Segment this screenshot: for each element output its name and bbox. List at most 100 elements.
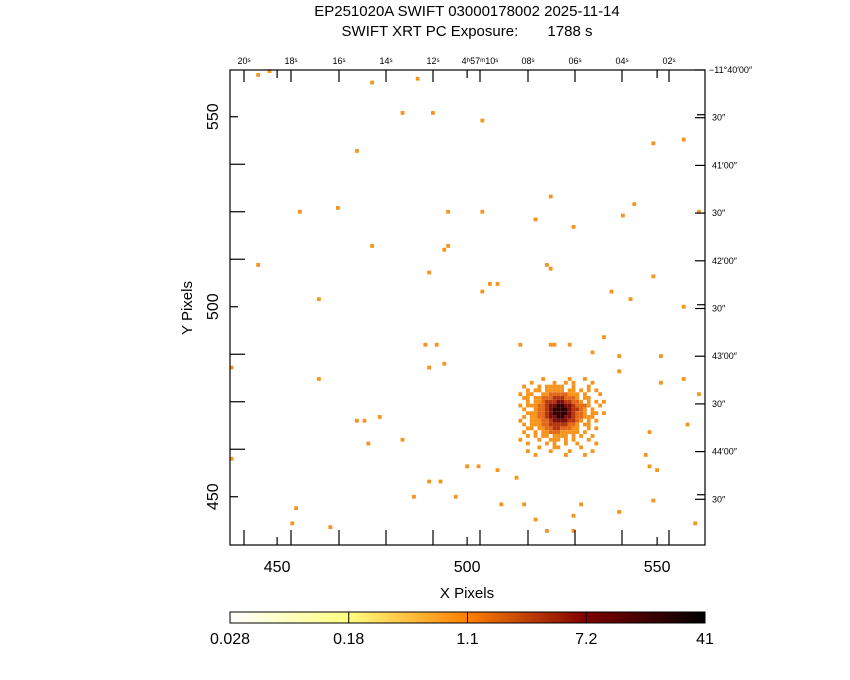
event-pixel bbox=[355, 418, 359, 423]
event-pixel bbox=[556, 407, 561, 412]
event-pixel bbox=[298, 209, 302, 214]
event-pixel bbox=[518, 437, 523, 442]
event-pixel bbox=[548, 426, 553, 431]
event-pixel bbox=[552, 411, 557, 416]
colorbar-ticks: 0.028 0.18 1.1 7.2 41 bbox=[210, 612, 714, 648]
event-pixel bbox=[571, 437, 576, 442]
event-pixel bbox=[355, 149, 359, 153]
event-pixel bbox=[529, 380, 534, 385]
event-pixel bbox=[571, 380, 576, 385]
event-pixel bbox=[594, 388, 599, 393]
event-pixel bbox=[552, 445, 557, 450]
event-pixel bbox=[586, 426, 591, 431]
event-pixel bbox=[431, 111, 435, 115]
dec-tick-label: 30″ bbox=[712, 494, 726, 504]
event-pixel bbox=[526, 426, 530, 431]
event-pixel bbox=[590, 411, 595, 416]
ra-tick-label: 14ˢ bbox=[379, 56, 392, 66]
event-pixel bbox=[533, 396, 538, 400]
event-pixel bbox=[526, 399, 530, 404]
ra-tick-label: 12ˢ bbox=[426, 56, 439, 66]
event-pixel bbox=[685, 422, 690, 427]
colorbar-tick-label: 7.2 bbox=[575, 631, 597, 648]
event-pixel bbox=[556, 426, 561, 431]
event-pixel bbox=[575, 403, 580, 408]
event-pixel bbox=[480, 289, 485, 294]
event-pixel bbox=[560, 388, 565, 393]
event-pixel bbox=[294, 506, 299, 511]
event-pixel bbox=[518, 403, 523, 408]
event-pixel bbox=[526, 449, 530, 454]
event-pixel bbox=[583, 415, 587, 419]
event-pixel bbox=[537, 418, 542, 423]
event-pixel bbox=[541, 377, 546, 381]
event-pixel bbox=[522, 407, 527, 412]
event-pixel bbox=[552, 342, 557, 347]
y-tick-label: 450 bbox=[205, 483, 222, 510]
event-pixel bbox=[518, 392, 523, 397]
event-pixel bbox=[655, 468, 660, 473]
event-pixel bbox=[533, 430, 538, 435]
event-pixel bbox=[564, 392, 568, 397]
event-pixel bbox=[556, 437, 561, 442]
event-pixel bbox=[579, 403, 584, 408]
event-pixel bbox=[571, 403, 576, 408]
event-pixel bbox=[556, 399, 561, 404]
event-pixel bbox=[522, 430, 527, 435]
event-pixel bbox=[556, 403, 561, 408]
axis-ticks: 450 500 550 450 500 550 20ˢ 18ˢ 16ˢ 14ˢ 12ˢ 4ʰ57ᵐ10… bbox=[205, 56, 753, 576]
y-axis-label: Y Pixels bbox=[179, 281, 196, 335]
event-pixel bbox=[317, 297, 321, 302]
ra-tick-label: 06ˢ bbox=[568, 56, 581, 66]
event-pixel bbox=[415, 76, 420, 81]
event-pixel bbox=[548, 418, 553, 423]
event-pixel bbox=[256, 263, 261, 267]
event-pixel bbox=[541, 434, 546, 438]
event-pixel bbox=[602, 399, 606, 404]
event-pixel bbox=[537, 384, 542, 389]
event-pixel bbox=[537, 445, 542, 450]
dec-tick-label: 43′00″ bbox=[712, 351, 738, 361]
event-pixel bbox=[598, 403, 603, 408]
event-pixel bbox=[552, 392, 557, 397]
event-pixel bbox=[548, 392, 553, 397]
event-pixel bbox=[560, 396, 565, 400]
event-pixel bbox=[529, 418, 534, 423]
colorbar-tick-label: 0.028 bbox=[210, 631, 250, 648]
event-pixel bbox=[442, 247, 447, 252]
ra-tick-label: 16ˢ bbox=[332, 56, 345, 66]
event-pixel bbox=[659, 354, 663, 359]
event-pixel bbox=[465, 464, 470, 469]
event-pixel bbox=[256, 73, 261, 77]
event-pixel bbox=[552, 384, 557, 389]
event-pixel bbox=[556, 430, 561, 435]
event-pixel bbox=[579, 434, 584, 438]
event-pixel bbox=[529, 422, 534, 427]
event-pixel bbox=[609, 289, 614, 294]
event-pixel bbox=[552, 441, 557, 446]
ra-tick-label: 08ˢ bbox=[521, 56, 534, 66]
event-pixel bbox=[522, 384, 527, 389]
event-pixel bbox=[647, 464, 652, 469]
event-pixel bbox=[590, 415, 595, 419]
chart-title: EP251020A SWIFT 03000178002 2025-11-14 bbox=[314, 3, 620, 20]
image-pixels bbox=[229, 69, 701, 533]
event-pixel bbox=[552, 437, 557, 442]
x-tick-label: 550 bbox=[644, 559, 671, 576]
event-pixel bbox=[681, 377, 686, 381]
event-pixel bbox=[541, 399, 546, 404]
event-pixel bbox=[541, 392, 546, 397]
event-pixel bbox=[545, 388, 549, 393]
event-pixel bbox=[598, 392, 603, 397]
event-pixel bbox=[575, 441, 580, 446]
event-pixel bbox=[583, 396, 587, 400]
event-pixel bbox=[370, 80, 375, 85]
event-pixel bbox=[545, 399, 549, 404]
event-pixel bbox=[548, 396, 553, 400]
event-pixel bbox=[579, 399, 584, 404]
event-pixel bbox=[571, 422, 576, 427]
colorbar-tick-label: 0.18 bbox=[333, 631, 364, 648]
event-pixel bbox=[571, 430, 576, 435]
event-pixel bbox=[556, 422, 561, 427]
event-pixel bbox=[545, 407, 549, 412]
